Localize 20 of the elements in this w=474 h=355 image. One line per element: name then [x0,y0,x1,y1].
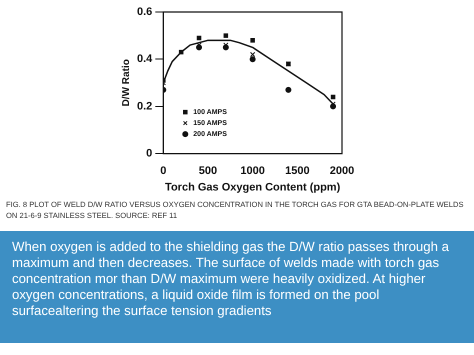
point [285,86,292,93]
y-tick-label: 0.4 [136,53,154,66]
point [196,36,202,40]
x-tick-label: 2000 [330,165,354,178]
y-axis-title: D/W Ratio [120,59,132,106]
point [178,50,184,54]
x-tick-label: 1500 [285,165,310,178]
x-axis-title: Torch Gas Oxygen Content (ppm) [165,181,341,194]
point [250,56,256,62]
point [330,94,336,100]
point [250,52,256,58]
y-tick-label: 0 [146,148,152,160]
point [224,33,228,38]
text: When oxygen is added to the shielding gas the D/W ratio passes through a maximum and then decreases. The surface of welds made with torch gas concentration mor than D/W maximum were heavily oxidized. At higher oxygen concentrations, a liquid oxide film is formed on the pool surfacealtering the surface tension gradients [0,231,474,343]
y-tick-label: 0.2 [136,100,152,112]
x-tick-label: 500 [198,165,218,178]
x-tick-label: 1000 [240,165,265,178]
point [250,38,255,43]
y-tick-label: 0.6 [136,6,152,18]
x-tick-label: 0 [160,165,166,178]
